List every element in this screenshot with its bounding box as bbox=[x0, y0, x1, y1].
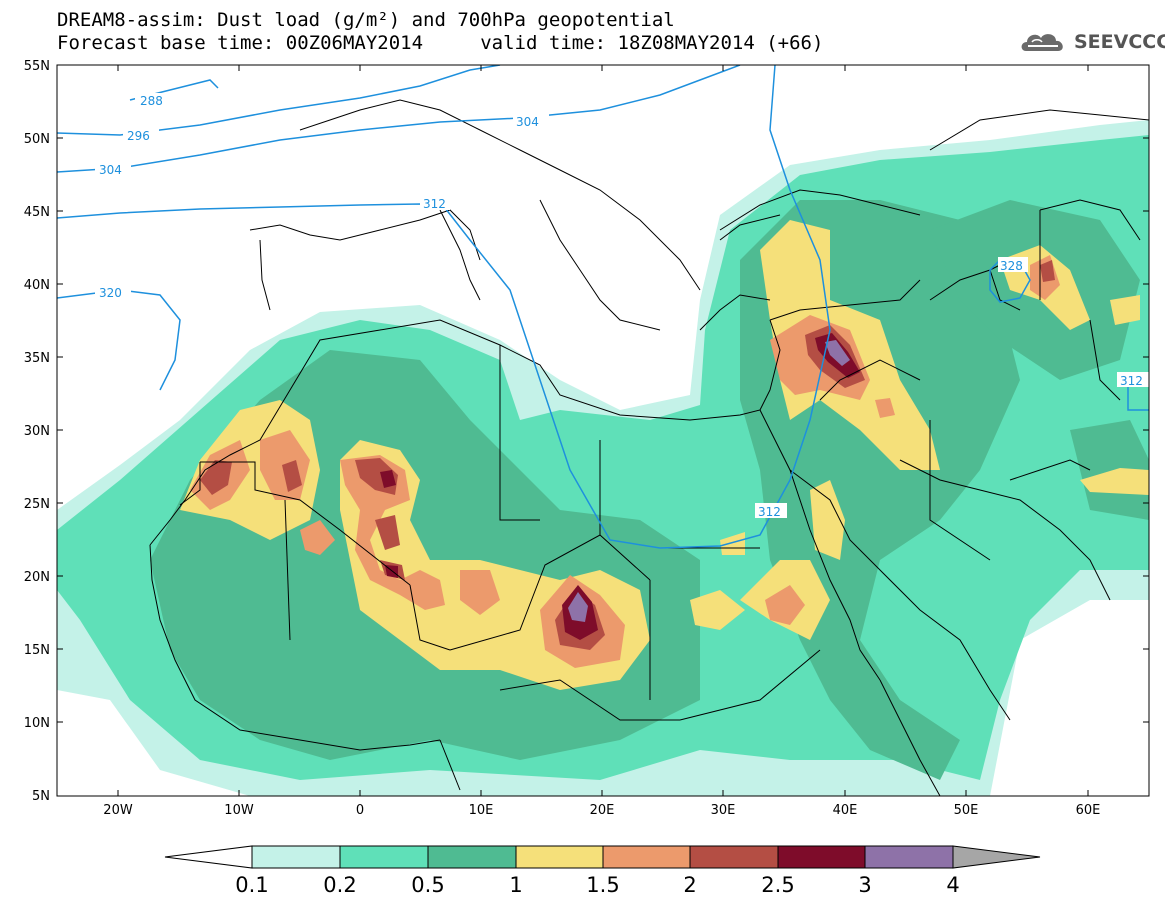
contour-label-328: 328 bbox=[1000, 259, 1023, 273]
lat-label: 15N bbox=[24, 643, 50, 658]
colorbar-label: 2 bbox=[683, 873, 696, 897]
lat-label: 10N bbox=[24, 716, 50, 731]
colorbar: 0.1 0.2 0.5 1 1.5 2 2.5 3 4 bbox=[164, 845, 1041, 897]
lat-label: 25N bbox=[24, 497, 50, 512]
dust-level-3 bbox=[568, 340, 850, 622]
dust-field bbox=[57, 120, 1149, 796]
lon-label: 10E bbox=[469, 803, 494, 818]
geopotential-contours bbox=[57, 65, 1149, 549]
cloud-logo-icon bbox=[1021, 34, 1063, 51]
lat-label: 40N bbox=[24, 278, 50, 293]
lon-label: 60E bbox=[1076, 803, 1101, 818]
contour-labels: 288 296 304 304 312 320 312 312 328 bbox=[95, 93, 1149, 519]
colorbar-swatch bbox=[515, 845, 604, 869]
colorbar-swatch bbox=[251, 845, 341, 869]
lat-label: 45N bbox=[24, 205, 50, 220]
lat-label: 35N bbox=[24, 351, 50, 366]
colorbar-swatch bbox=[602, 845, 691, 869]
contour-label-288: 288 bbox=[140, 94, 163, 108]
contour-label-304-b: 304 bbox=[516, 115, 539, 129]
colorbar-swatch bbox=[339, 845, 429, 869]
colorbar-swatch bbox=[864, 845, 954, 869]
colorbar-swatch bbox=[427, 845, 517, 869]
contour-label-296: 296 bbox=[127, 129, 150, 143]
lon-label: 0 bbox=[356, 803, 364, 818]
colorbar-label: 3 bbox=[858, 873, 871, 897]
lat-label: 55N bbox=[24, 59, 50, 74]
lat-label: 20N bbox=[24, 570, 50, 585]
contour-label-312-c: 312 bbox=[1120, 374, 1143, 388]
contour-304-west bbox=[57, 65, 741, 173]
contour-label-320: 320 bbox=[99, 286, 122, 300]
colorbar-label: 1 bbox=[509, 873, 522, 897]
coastlines-and-borders bbox=[149, 99, 1149, 796]
lat-label: 30N bbox=[24, 424, 50, 439]
colorbar-label: 0.5 bbox=[411, 873, 444, 897]
colorbar-swatch bbox=[689, 845, 779, 869]
colorbar-swatch bbox=[777, 845, 866, 869]
colorbar-label: 0.2 bbox=[323, 873, 356, 897]
seevccc-logo: SEEVCCC bbox=[1018, 29, 1165, 55]
longitude-axis bbox=[117, 65, 1089, 796]
lat-label: 5N bbox=[32, 789, 50, 804]
contour-312 bbox=[57, 65, 831, 549]
lat-label: 50N bbox=[24, 132, 50, 147]
colorbar-arrow-high bbox=[952, 845, 1041, 869]
lon-label: 20W bbox=[103, 803, 133, 818]
colorbar-label: 1.5 bbox=[586, 873, 619, 897]
colorbar-label: 0.1 bbox=[235, 873, 268, 897]
contour-312-east bbox=[1127, 380, 1149, 411]
colorbar-arrow-low bbox=[164, 845, 253, 869]
latitude-axis bbox=[57, 64, 1149, 797]
lon-label: 30E bbox=[711, 803, 736, 818]
lon-label: 50E bbox=[954, 803, 979, 818]
colorbar-label: 2.5 bbox=[761, 873, 794, 897]
map-subtitle: Forecast base time: 00Z06MAY2014 valid t… bbox=[57, 32, 824, 54]
lon-label: 20E bbox=[590, 803, 615, 818]
latitude-labels: 55N 50N 45N 40N 35N 30N 25N 20N 15N 10N … bbox=[24, 59, 50, 804]
contour-label-312: 312 bbox=[423, 197, 446, 211]
colorbar-label: 4 bbox=[946, 873, 959, 897]
lon-label: 40E bbox=[833, 803, 858, 818]
map-title: DREAM8-assim: Dust load (g/m²) and 700hP… bbox=[57, 9, 675, 31]
lon-label: 10W bbox=[224, 803, 254, 818]
contour-label-304: 304 bbox=[99, 163, 122, 177]
logo-text: SEEVCCC bbox=[1074, 31, 1165, 53]
longitude-labels: 20W 10W 0 10E 20E 30E 40E 50E 60E bbox=[103, 803, 1100, 818]
contour-label-312-b: 312 bbox=[758, 505, 781, 519]
